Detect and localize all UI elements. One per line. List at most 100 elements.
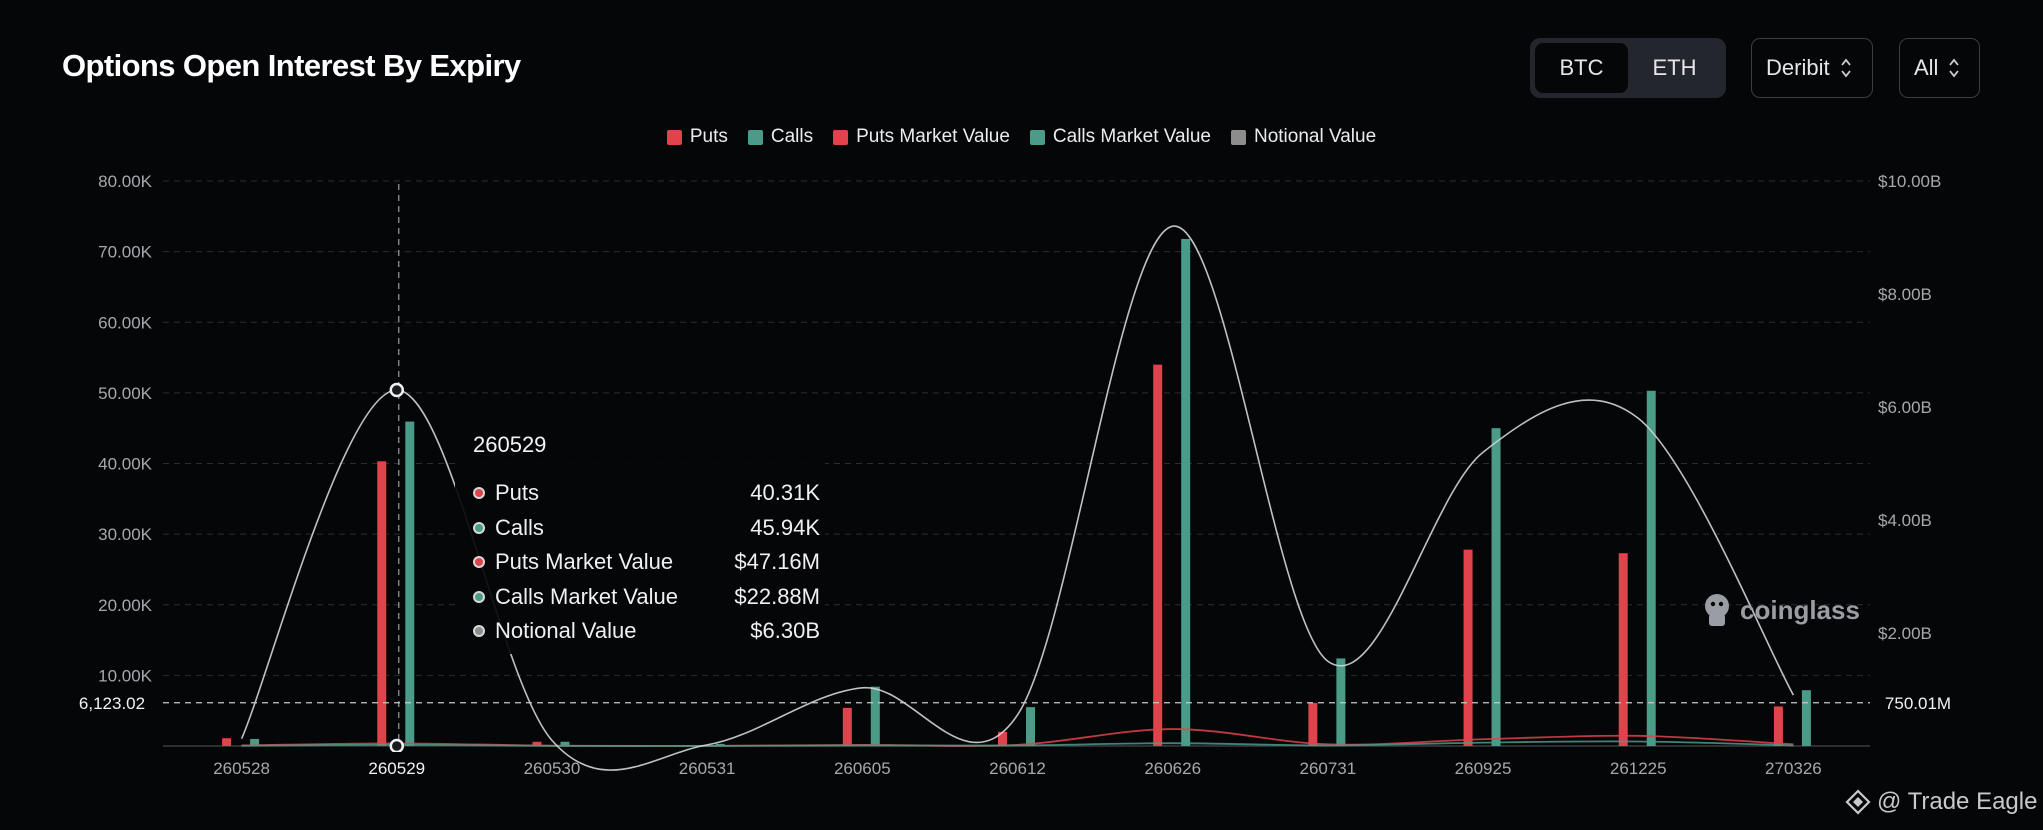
crosshair-left-label: 6,123.02	[79, 694, 145, 713]
left-axis-tick-label: 80.00K	[98, 172, 153, 191]
range-select[interactable]: All	[1899, 38, 1980, 98]
asset-toggle[interactable]: BTC ETH	[1530, 38, 1726, 98]
chevron-updown-icon	[1949, 58, 1960, 78]
right-axis-tick-label: $8.00B	[1878, 285, 1932, 304]
x-axis-tick-label: 260530	[524, 759, 581, 778]
x-axis-tick-label: 270326	[1765, 759, 1822, 778]
right-axis-tick-label: $2.00B	[1878, 624, 1932, 643]
x-axis-tick-label: 260528	[213, 759, 270, 778]
tooltip-row-puts-market-value: Puts Market Value $47.16M	[473, 549, 820, 575]
tooltip-dot	[473, 591, 485, 603]
tooltip-value: 45.94K	[750, 515, 820, 540]
x-axis-tick-label: 260626	[1144, 759, 1201, 778]
puts-market-value-line	[241, 728, 1794, 747]
calls-bar	[405, 421, 415, 746]
tooltip-label: Notional Value	[495, 618, 637, 643]
legend-item-puts-market-value[interactable]: Puts Market Value	[833, 126, 1010, 148]
left-axis-tick-label: 10.00K	[98, 666, 153, 685]
x-axis-tick-label: 260612	[989, 759, 1046, 778]
left-axis-tick-label: 20.00K	[98, 596, 153, 615]
btc-toggle-button[interactable]: BTC	[1535, 43, 1628, 93]
puts-bar	[222, 738, 232, 746]
puts-bar	[1153, 364, 1163, 746]
tooltip-title: 260529	[473, 432, 547, 457]
legend-label: Notional Value	[1253, 126, 1377, 147]
right-axis-tick-label: $10.00B	[1878, 172, 1941, 191]
legend-swatch	[666, 129, 682, 145]
calls-bar	[250, 738, 260, 746]
puts-bar	[998, 731, 1007, 746]
left-axis-tick-label: 60.00K	[98, 313, 153, 332]
x-axis-tick-label: 260605	[834, 759, 891, 778]
exchange-select[interactable]: Deribit	[1751, 38, 1873, 98]
legend-label: Puts Market Value	[856, 126, 1010, 147]
eth-toggle-button[interactable]: ETH	[1652, 55, 1697, 80]
chart-tooltip: 260529 Puts 40.31K Calls 45.94K Puts Mar…	[455, 418, 825, 654]
x-axis-tick-label: 260531	[679, 759, 736, 778]
tooltip-value: 40.31K	[750, 480, 820, 505]
x-axis-tick-label: 260925	[1455, 759, 1512, 778]
chart-legend: Puts Calls Puts Market Value Calls Marke…	[0, 126, 2043, 148]
watermark-text: coinglass	[1740, 594, 1860, 625]
exchange-select-value: Deribit	[1766, 55, 1830, 80]
tooltip-row-puts: Puts 40.31K	[473, 480, 820, 506]
legend-swatch	[833, 129, 849, 145]
trade-eagle-credit: @ Trade Eagle	[1845, 788, 2037, 816]
tooltip-value: $6.30B	[750, 618, 820, 643]
calls-market-value-line	[241, 740, 1794, 747]
legend-item-notional-value[interactable]: Notional Value	[1230, 126, 1377, 148]
crosshair-right-label-bg	[1872, 687, 1964, 718]
puts-bar	[532, 741, 542, 746]
calls-bar	[1646, 390, 1656, 746]
tooltip-row-notional-value: Notional Value $6.30B	[473, 618, 820, 644]
tooltip-value: $47.16M	[734, 549, 820, 574]
puts-bar	[1773, 706, 1783, 746]
puts-bar	[842, 707, 852, 746]
legend-label: Puts	[689, 126, 728, 147]
chevron-updown-icon	[1840, 58, 1851, 78]
left-axis-tick-label: 30.00K	[98, 525, 153, 544]
coinglass-watermark: coinglass	[1700, 590, 1860, 630]
tooltip-value: $22.88M	[734, 584, 820, 609]
tooltip-dot	[473, 522, 485, 534]
page-title: Options Open Interest By Expiry	[62, 48, 521, 83]
crosshair-marker	[389, 382, 405, 398]
tooltip-row-calls-market-value: Calls Market Value $22.88M	[473, 584, 820, 610]
puts-bar	[1463, 549, 1473, 746]
calls-bar	[870, 686, 880, 746]
calls-bar	[1026, 707, 1035, 746]
calls-bar	[1801, 690, 1811, 746]
right-axis-tick-label: $4.00B	[1878, 511, 1932, 530]
tooltip-row-calls: Calls 45.94K	[473, 515, 820, 541]
tooltip-dot	[473, 487, 485, 499]
range-select-value: All	[1914, 55, 1939, 80]
calls-bar	[1491, 428, 1501, 746]
crosshair-marker	[389, 738, 405, 754]
puts-bar	[1308, 702, 1318, 746]
tooltip-label: Calls Market Value	[495, 584, 678, 609]
tooltip-label: Puts Market Value	[495, 549, 674, 574]
legend-item-calls-market-value[interactable]: Calls Market Value	[1029, 126, 1211, 148]
coinglass-logo-icon	[1705, 594, 1729, 626]
credit-text: @ Trade Eagle	[1877, 788, 2038, 815]
calls-bar	[560, 741, 570, 746]
left-axis-tick-label: 40.00K	[98, 455, 153, 474]
x-axis-tick-label: 260731	[1299, 759, 1356, 778]
legend-label: Calls Market Value	[1052, 126, 1211, 147]
left-axis-tick-label: 70.00K	[98, 243, 153, 262]
legend-item-puts[interactable]: Puts	[666, 126, 728, 148]
tooltip-label: Puts	[495, 480, 540, 505]
puts-bar	[1618, 553, 1628, 746]
legend-swatch	[1230, 129, 1246, 145]
legend-item-calls[interactable]: Calls	[747, 126, 813, 148]
calls-bar	[1181, 238, 1191, 746]
legend-swatch	[1029, 129, 1045, 145]
crosshair-left-label-bg	[64, 687, 160, 718]
tooltip-dot	[473, 625, 485, 637]
left-axis-tick-label: 50.00K	[98, 384, 153, 403]
x-axis-active-label-bg	[355, 752, 438, 782]
crosshair-right-label: 750.01M	[1885, 694, 1951, 713]
x-axis-tick-label: 261225	[1610, 759, 1667, 778]
diamond-logo-icon	[1845, 789, 1871, 815]
